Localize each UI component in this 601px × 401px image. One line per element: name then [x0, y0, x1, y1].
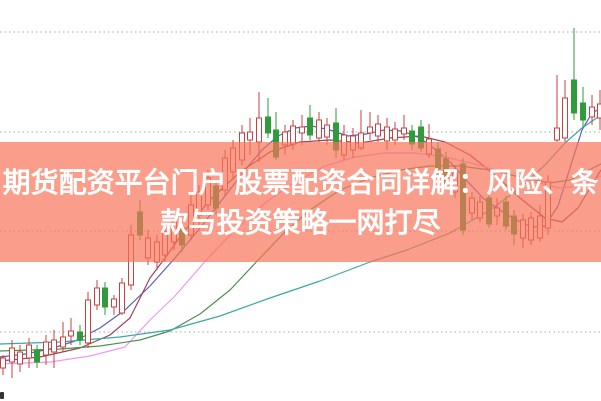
candle-body-up — [0, 357, 6, 369]
candle-body-up — [94, 287, 100, 306]
candle-body-up — [324, 124, 330, 138]
candle-body-down — [307, 117, 313, 136]
candle-body-up — [375, 123, 381, 137]
candle-body-up — [51, 339, 57, 353]
candle-body-down — [265, 116, 271, 134]
candle-body-up — [367, 126, 373, 134]
candle-body-up — [9, 347, 15, 363]
candle-body-up — [392, 128, 398, 141]
candle-body-up — [401, 127, 407, 135]
candle-body-up — [85, 299, 91, 344]
candle-body-up — [597, 103, 601, 119]
candle-body-up — [247, 131, 253, 141]
candle-body-up — [111, 298, 117, 308]
candle-body-up — [299, 126, 305, 134]
headline-line2: 款与投资策略一网打尽 — [160, 207, 441, 238]
candle-body-up — [26, 344, 32, 359]
candle-body-down — [77, 331, 83, 341]
candle-body-up — [17, 351, 23, 365]
candle-body-up — [60, 336, 66, 348]
headline-banner: 期货配资平台门户 股票配资合同详解：风险、条 款与投资策略一网打尽 — [0, 142, 601, 262]
candle-body-up — [562, 97, 568, 139]
candle-body-up — [68, 330, 74, 337]
bottom-left-artifact — [0, 392, 4, 399]
candle-body-up — [119, 282, 125, 314]
candle-body-up — [589, 106, 595, 118]
candle-body-up — [554, 127, 560, 141]
candle-body-up — [316, 119, 322, 139]
candle-body-down — [102, 287, 108, 308]
candle-body-down — [34, 349, 40, 363]
candle-body-up — [384, 126, 390, 142]
candle-body-up — [43, 341, 49, 356]
candle-body-up — [256, 117, 262, 143]
candle-body-down — [571, 79, 577, 114]
candle-body-down — [580, 102, 586, 121]
headline-line1: 期货配资平台门户 股票配资合同详解：风险、条 — [2, 167, 599, 198]
